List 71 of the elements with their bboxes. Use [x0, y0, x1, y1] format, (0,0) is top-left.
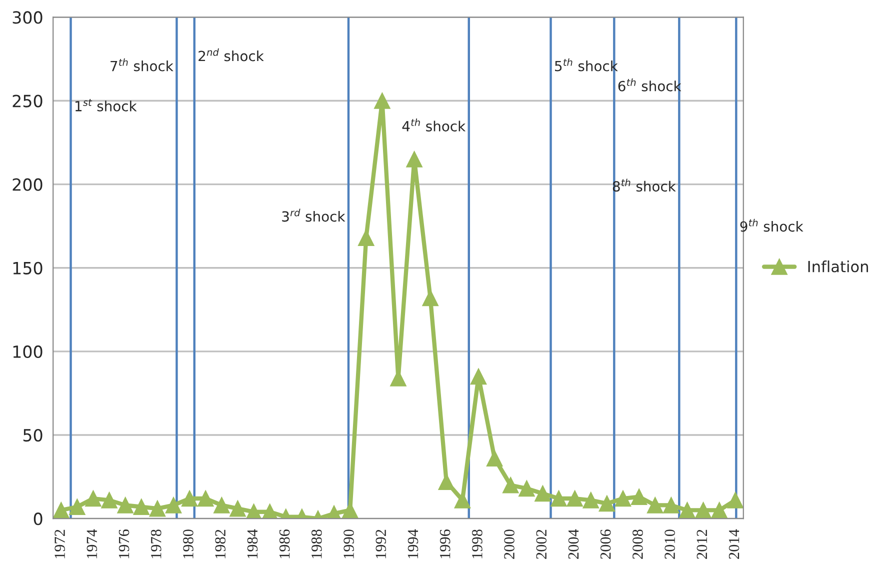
x-tick-label: 2004	[568, 529, 579, 559]
point	[422, 290, 439, 306]
point	[85, 490, 102, 507]
point	[117, 497, 134, 514]
point	[711, 502, 728, 518]
ref-line-label: 2$^{nd}$ shock	[198, 48, 264, 62]
x-tick-label: 2000	[504, 530, 514, 559]
ref-line-label: 9$^{th}$ shock	[740, 218, 804, 232]
point	[69, 498, 86, 516]
point	[486, 450, 503, 467]
point	[518, 480, 535, 497]
x-tick-label: 2008	[632, 530, 643, 559]
point	[502, 476, 519, 494]
ref-line-label: 3$^{rd}$ shock	[282, 208, 346, 222]
x-tick-label: 1978	[150, 530, 162, 558]
point	[53, 502, 70, 518]
y-tick-label: 100	[13, 345, 42, 358]
y-tick-label: 300	[12, 11, 42, 24]
ref-line-label: 7$^{th}$ shock	[110, 58, 174, 72]
point	[582, 492, 600, 508]
x-tick-label: 1994	[408, 529, 418, 558]
x-tick-label: 1998	[472, 530, 482, 558]
ref-line-label: 1$^{st}$ shock	[75, 99, 137, 112]
y-tick-label: 0	[34, 512, 42, 526]
point	[566, 490, 583, 507]
y-tick-label: 50	[23, 428, 42, 442]
x-tick-label: 2012	[696, 530, 708, 559]
ref-line-label: 4$^{th}$ shock	[402, 118, 466, 132]
point	[614, 490, 632, 507]
x-tick-label: 1992	[376, 530, 386, 558]
x-tick-label: 2006	[600, 529, 611, 559]
point	[374, 92, 390, 109]
point	[214, 497, 230, 514]
point	[230, 500, 246, 517]
point	[646, 497, 664, 514]
x-tick-label: 2010	[664, 530, 675, 559]
x-tick-label: 1982	[215, 530, 226, 558]
point	[133, 498, 150, 516]
x-tick-label: 1990	[344, 530, 354, 558]
point	[438, 474, 455, 490]
x-tick-label: 1972	[54, 530, 65, 558]
point	[679, 502, 696, 518]
x-tick-label: 1980	[183, 530, 194, 558]
x-tick-label: 2014	[728, 529, 740, 559]
point	[358, 230, 374, 246]
point	[470, 368, 487, 385]
y-tick-label: 250	[12, 94, 42, 108]
x-tick-label: 1974	[86, 529, 98, 558]
y-tick-label: 150	[13, 262, 42, 274]
point	[550, 490, 567, 507]
point	[406, 151, 422, 168]
x-tick-label: 1984	[247, 529, 258, 558]
point	[598, 495, 616, 512]
point	[695, 502, 712, 518]
point	[630, 488, 648, 505]
x-tick-label: 1976	[118, 529, 130, 558]
point	[663, 497, 680, 514]
x-tick-label: 1986	[279, 529, 290, 558]
point	[181, 490, 198, 507]
point	[534, 485, 551, 502]
point	[101, 492, 118, 508]
x-tick-label: 1988	[311, 530, 322, 558]
legend-label: Inflation	[808, 260, 868, 272]
point	[727, 492, 744, 508]
x-tick-label: 2002	[536, 530, 547, 559]
x-tick-label: 1996	[440, 529, 450, 558]
point	[197, 490, 214, 507]
point	[165, 497, 182, 514]
y-tick-label: 200	[12, 178, 42, 191]
point	[149, 500, 166, 517]
point	[454, 492, 471, 508]
